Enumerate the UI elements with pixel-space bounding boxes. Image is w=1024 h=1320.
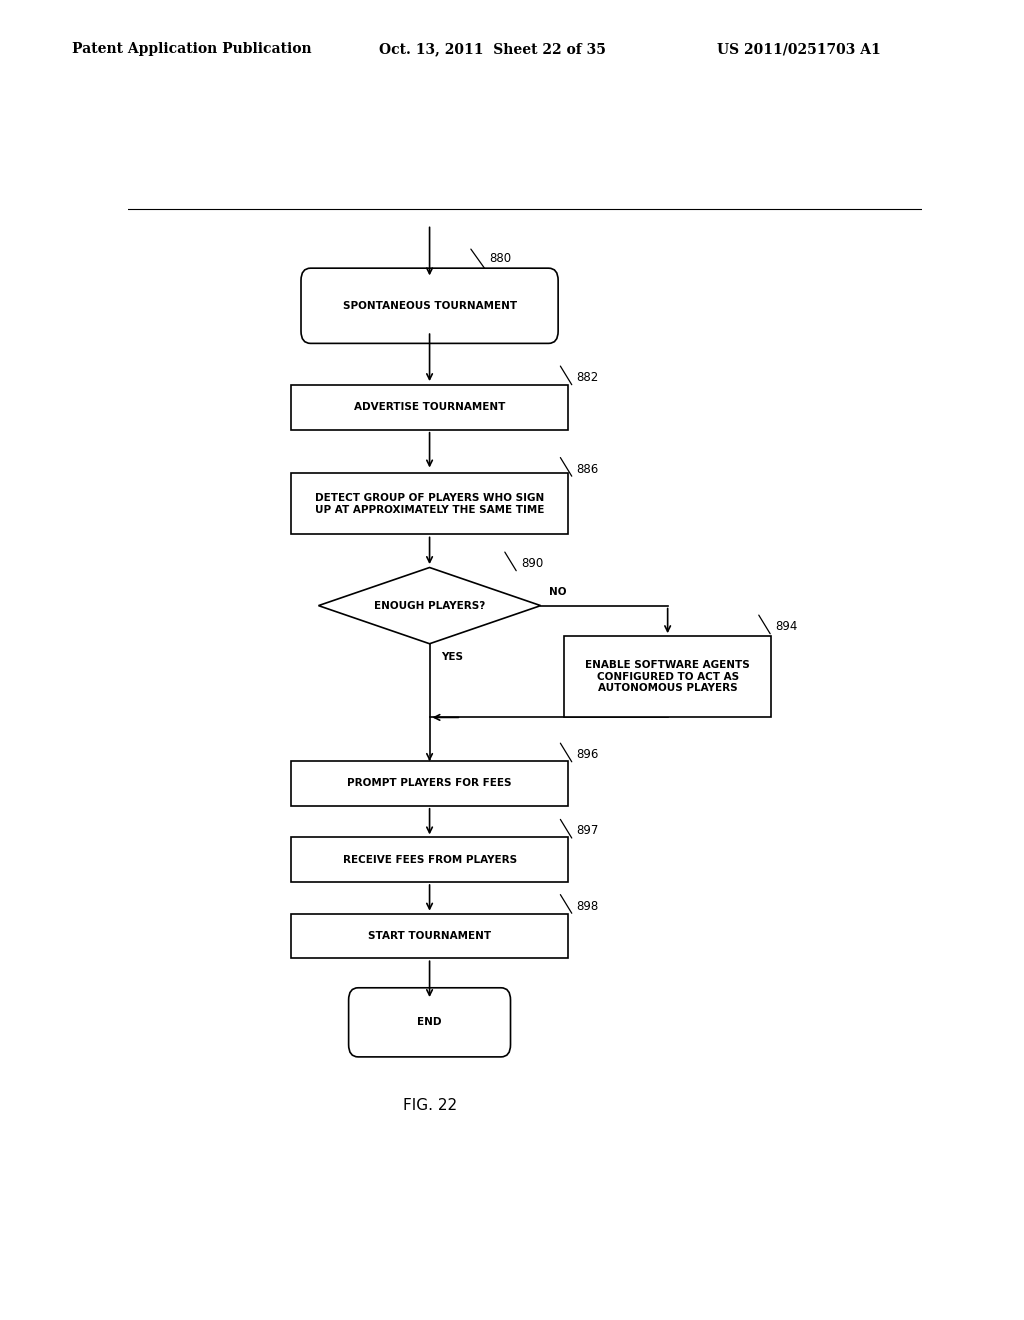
Text: ADVERTISE TOURNAMENT: ADVERTISE TOURNAMENT [354, 403, 505, 412]
Polygon shape [318, 568, 541, 644]
FancyBboxPatch shape [301, 268, 558, 343]
Bar [291, 762, 568, 805]
Text: ENOUGH PLAYERS?: ENOUGH PLAYERS? [374, 601, 485, 611]
Bar [291, 385, 568, 430]
Text: 898: 898 [577, 899, 599, 912]
Text: SPONTANEOUS TOURNAMENT: SPONTANEOUS TOURNAMENT [342, 301, 517, 310]
Bar [291, 913, 568, 958]
Text: 894: 894 [775, 620, 797, 634]
Text: 882: 882 [577, 371, 599, 384]
Text: 890: 890 [521, 557, 543, 570]
Text: FIG. 22: FIG. 22 [402, 1098, 457, 1113]
Text: Patent Application Publication: Patent Application Publication [72, 42, 311, 57]
Text: 897: 897 [577, 825, 599, 837]
Text: 880: 880 [489, 252, 511, 265]
Text: RECEIVE FEES FROM PLAYERS: RECEIVE FEES FROM PLAYERS [342, 855, 517, 865]
FancyBboxPatch shape [348, 987, 511, 1057]
Bar [291, 474, 568, 535]
Text: 886: 886 [577, 462, 599, 475]
Bar [564, 636, 771, 718]
Text: START TOURNAMENT: START TOURNAMENT [368, 931, 492, 941]
Text: 896: 896 [577, 748, 599, 762]
Text: ENABLE SOFTWARE AGENTS
CONFIGURED TO ACT AS
AUTONOMOUS PLAYERS: ENABLE SOFTWARE AGENTS CONFIGURED TO ACT… [586, 660, 750, 693]
Bar [291, 837, 568, 882]
Text: PROMPT PLAYERS FOR FEES: PROMPT PLAYERS FOR FEES [347, 779, 512, 788]
Text: DETECT GROUP OF PLAYERS WHO SIGN
UP AT APPROXIMATELY THE SAME TIME: DETECT GROUP OF PLAYERS WHO SIGN UP AT A… [315, 494, 544, 515]
Text: YES: YES [441, 652, 464, 661]
Text: US 2011/0251703 A1: US 2011/0251703 A1 [717, 42, 881, 57]
Text: Oct. 13, 2011  Sheet 22 of 35: Oct. 13, 2011 Sheet 22 of 35 [379, 42, 606, 57]
Text: END: END [418, 1018, 441, 1027]
Text: NO: NO [549, 587, 566, 598]
